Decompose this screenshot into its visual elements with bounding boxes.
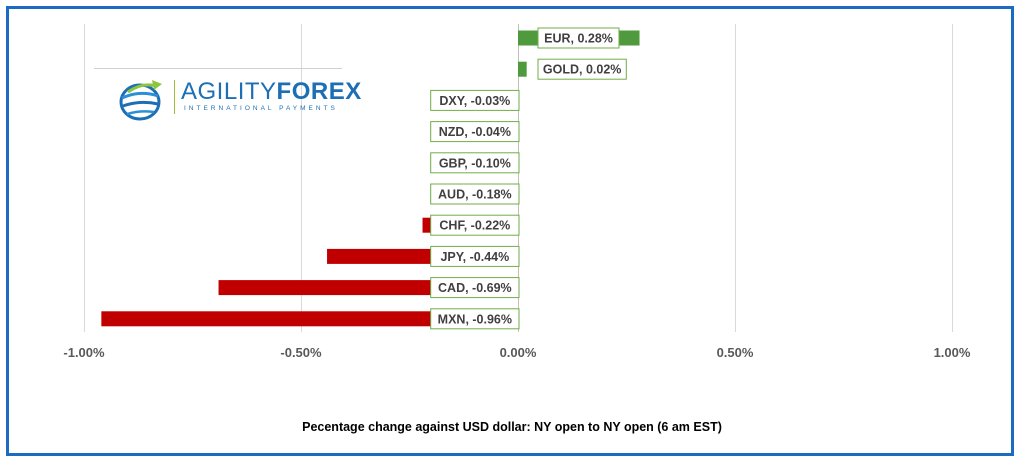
x-tick-label: 0.00%	[500, 345, 537, 360]
x-axis-title: Pecentage change against USD dollar: NY …	[302, 420, 722, 434]
data-label-box	[537, 27, 620, 49]
data-label-aud: AUD, -0.18%	[430, 183, 520, 205]
data-label-box	[430, 277, 520, 299]
x-tick-label: -1.00%	[63, 345, 105, 360]
data-label-text: CAD, -0.69%	[438, 281, 512, 295]
data-label-jpy: JPY, -0.44%	[430, 245, 520, 267]
data-label-gold: GOLD, 0.02%	[537, 58, 627, 80]
data-label-box	[430, 245, 520, 267]
data-label-box	[430, 121, 520, 143]
data-label-text: MXN, -0.96%	[438, 312, 512, 326]
data-label-eur: EUR, 0.28%	[537, 27, 620, 49]
bar-gold	[518, 61, 527, 77]
data-label-box	[430, 152, 520, 174]
data-label-text: DXY, -0.03%	[439, 94, 510, 108]
data-label-chf: CHF, -0.22%	[430, 214, 520, 236]
data-label-mxn: MXN, -0.96%	[430, 308, 520, 330]
data-label-gbp: GBP, -0.10%	[430, 152, 520, 174]
data-label-nzd: NZD, -0.04%	[430, 121, 520, 143]
data-label-box	[430, 308, 520, 330]
data-label-cad: CAD, -0.69%	[430, 277, 520, 299]
data-label-text: GOLD, 0.02%	[543, 63, 622, 77]
logo-word-agility: AGILITY	[181, 78, 277, 105]
bar-mxn	[101, 311, 519, 327]
data-label-box	[430, 183, 520, 205]
logo-word-forex: FOREX	[276, 78, 362, 105]
data-label-box	[537, 58, 627, 80]
data-label-text: AUD, -0.18%	[438, 188, 512, 202]
data-label-text: NZD, -0.04%	[439, 125, 511, 139]
logo-tagline: INTERNATIONAL PAYMENTS	[184, 105, 338, 112]
x-tick-label: -0.50%	[280, 345, 322, 360]
data-label-text: EUR, 0.28%	[544, 32, 613, 46]
x-tick-label: 1.00%	[934, 345, 971, 360]
data-label-box	[430, 214, 520, 236]
logo-rule	[94, 68, 342, 69]
globe-swoosh-icon	[119, 80, 162, 121]
data-label-text: JPY, -0.44%	[440, 250, 509, 264]
data-label-text: CHF, -0.22%	[439, 219, 510, 233]
logo-wordmark: AGILITYFOREX	[181, 78, 362, 106]
data-label-text: GBP, -0.10%	[439, 156, 511, 170]
x-tick-label: 0.50%	[717, 345, 754, 360]
logo-divider	[174, 80, 175, 114]
data-label-dxy: DXY, -0.03%	[430, 89, 520, 111]
data-label-box	[430, 89, 520, 111]
